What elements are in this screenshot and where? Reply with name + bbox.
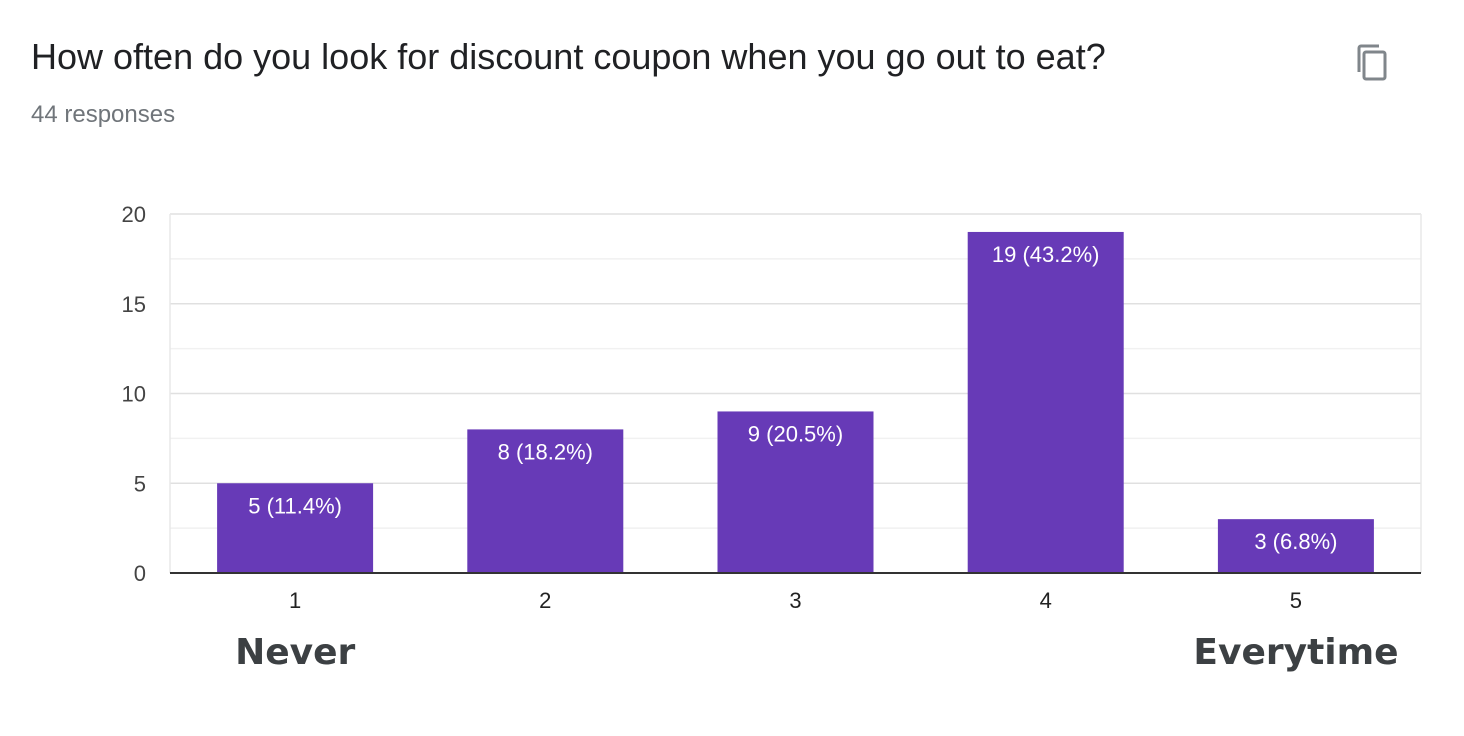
bar-data-label: 19 (43.2%) [992, 242, 1100, 267]
y-tick-label: 0 [134, 561, 146, 586]
bar-data-label: 9 (20.5%) [748, 421, 843, 446]
bar [1217, 519, 1374, 573]
bar-data-label: 5 (11.4%) [248, 493, 342, 518]
bar [967, 231, 1124, 573]
scale-label-never: Never [235, 632, 356, 673]
x-tick-label: 4 [1040, 588, 1052, 613]
bar [467, 429, 624, 573]
y-tick-label: 20 [122, 202, 146, 227]
bar-data-label: 3 (6.8%) [1254, 529, 1337, 554]
bar [717, 411, 874, 573]
x-tick-label: 3 [789, 588, 801, 613]
chart-question-title: How often do you look for discount coupo… [31, 36, 1106, 77]
x-tick-label: 2 [539, 588, 551, 613]
y-tick-label: 5 [134, 471, 146, 496]
scale-label-everytime: Everytime [1193, 632, 1399, 673]
response-count: 44 responses [31, 101, 176, 128]
y-tick-label: 10 [122, 382, 146, 407]
x-tick-label: 5 [1290, 588, 1302, 613]
x-tick-label: 1 [289, 588, 301, 613]
copy-icon [1357, 44, 1387, 81]
bar-data-label: 8 (18.2%) [498, 439, 593, 464]
copy-chart-button[interactable] [1350, 40, 1396, 86]
y-tick-label: 15 [122, 292, 146, 317]
bar [217, 483, 374, 573]
